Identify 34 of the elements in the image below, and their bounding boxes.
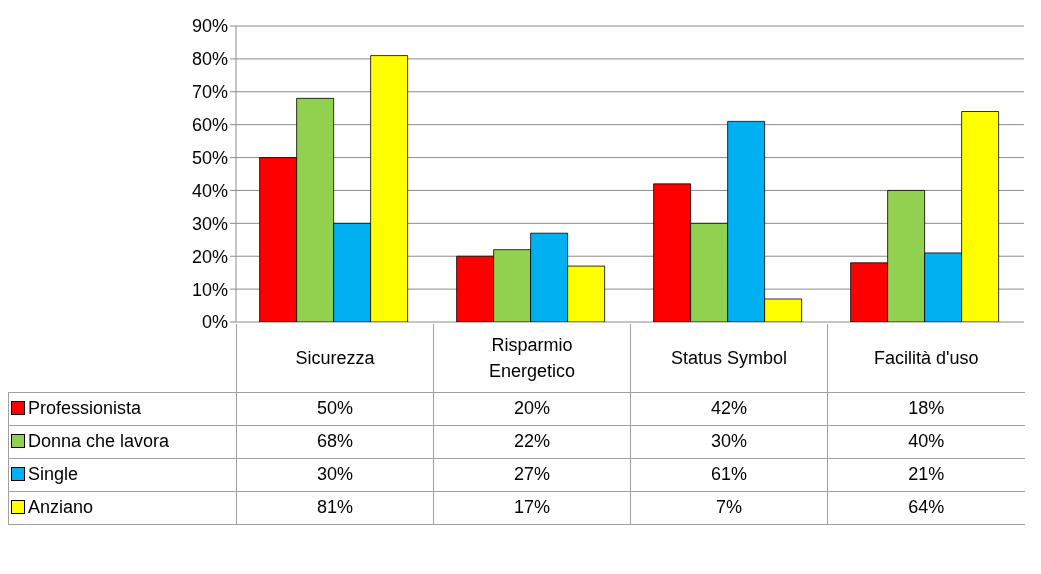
legend-label: Donna che lavora (8, 425, 237, 458)
y-tick-label: 50% (191, 147, 228, 168)
data-label: 40% (827, 425, 1025, 458)
data-label: 42% (630, 392, 828, 425)
y-tick-label: 30% (191, 213, 228, 234)
data-label: 30% (630, 425, 828, 458)
y-tick-label: 0% (201, 312, 228, 333)
data-label: 64% (827, 491, 1025, 524)
data-label: 61% (630, 458, 828, 491)
legend-label: Single (8, 458, 237, 491)
y-tick-label: 40% (191, 180, 228, 201)
y-tick-label: 90% (191, 16, 228, 37)
legend-label: Professionista (8, 392, 237, 425)
data-label: 50% (236, 392, 434, 425)
x-tick-label: Risparmio Energetico (433, 324, 631, 392)
data-label: 81% (236, 491, 434, 524)
x-tick-label: Status Symbol (630, 324, 828, 392)
data-label: 27% (433, 458, 631, 491)
legend-label: Anziano (8, 491, 237, 524)
data-label: 7% (630, 491, 828, 524)
y-tick-label: 20% (191, 246, 228, 267)
y-tick-label: 10% (191, 279, 228, 300)
y-tick-label: 70% (191, 82, 228, 103)
data-label: 18% (827, 392, 1025, 425)
x-tick-label: Facilità d'uso (827, 324, 1025, 392)
data-label: 68% (236, 425, 434, 458)
y-tick-label: 80% (191, 49, 228, 70)
data-label: 21% (827, 458, 1025, 491)
data-label: 17% (433, 491, 631, 524)
data-label: 22% (433, 425, 631, 458)
data-label: 20% (433, 392, 631, 425)
y-tick-label: 60% (191, 115, 228, 136)
data-label: 30% (236, 458, 434, 491)
x-tick-label: Sicurezza (236, 324, 434, 392)
